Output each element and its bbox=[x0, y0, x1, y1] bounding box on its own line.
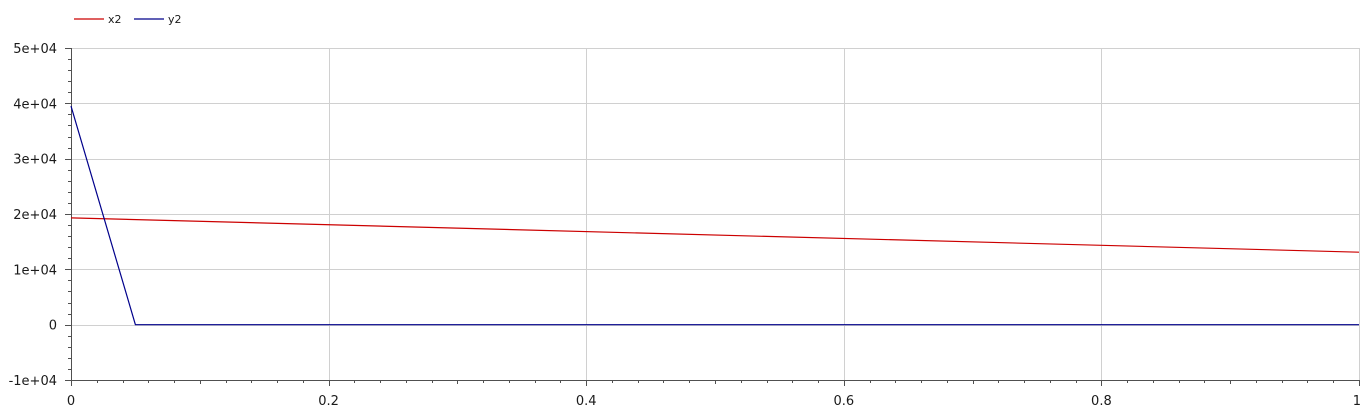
y-tick-label: 3e+04 bbox=[13, 153, 57, 168]
series-line-y2 bbox=[70, 105, 1359, 326]
x-tick-label: 1 bbox=[1353, 394, 1361, 409]
tick-labels: 0 0.2 0.4 0.6 0.8 1 -1e+04 0 1e+04 2e+04 3e+04 4e+0… bbox=[9, 42, 1361, 409]
y-tick-label: 1e+04 bbox=[13, 263, 57, 278]
y-tick-label: 2e+04 bbox=[13, 208, 57, 223]
legend: x2 y2 bbox=[74, 13, 182, 26]
x-tick-label: 0.4 bbox=[576, 394, 597, 409]
y-tick-label: 0 bbox=[49, 319, 57, 334]
legend-label-y2: y2 bbox=[168, 13, 182, 26]
y-tick-label: 5e+04 bbox=[13, 42, 57, 57]
x-tick-label: 0.8 bbox=[1091, 394, 1112, 409]
grid-lines bbox=[71, 48, 1359, 380]
series-lines bbox=[70, 105, 1360, 326]
y-tick-label: -1e+04 bbox=[9, 374, 57, 389]
series-line-x2 bbox=[70, 217, 1360, 253]
y-tick-label: 4e+04 bbox=[13, 97, 57, 112]
x-tick-label: 0.6 bbox=[833, 394, 854, 409]
x-tick-label: 0.2 bbox=[318, 394, 339, 409]
legend-label-x2: x2 bbox=[108, 13, 122, 26]
x-tick-label: 0 bbox=[67, 394, 75, 409]
axes bbox=[65, 48, 1360, 386]
